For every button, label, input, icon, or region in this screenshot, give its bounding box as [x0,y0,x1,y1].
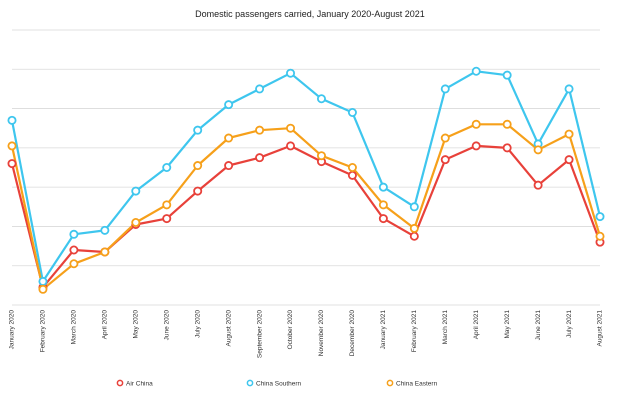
series-lines [10,70,602,291]
data-point [100,247,110,257]
data-point [69,245,79,255]
data-point [564,129,574,139]
data-point [409,231,419,241]
x-tick-label: May 2021 [504,310,511,339]
x-tick-label: December 2020 [349,310,356,357]
data-point [595,212,605,222]
data-point [564,84,574,94]
data-point [286,123,296,133]
data-point [347,108,357,118]
data-point [502,70,512,80]
data-point [224,161,234,171]
data-point [100,225,110,235]
x-tick-label: August 2021 [597,310,604,347]
data-point [38,276,48,286]
data-point [471,141,481,151]
x-tick-label: September 2020 [256,310,263,358]
legend-marker [246,379,254,387]
data-point [440,133,450,143]
chart-title: Domestic passengers carried, January 202… [195,9,425,19]
data-point [471,119,481,129]
x-tick-label: March 2020 [71,310,78,345]
data-point [440,155,450,165]
data-point [224,100,234,110]
legend-marker [386,379,394,387]
x-tick-labels: January 2020 February 2020 March 2020 April… [9,310,604,358]
x-tick-label: January 2021 [380,310,387,350]
data-point [193,125,203,135]
data-point [533,145,543,155]
x-tick-label: July 2021 [566,310,573,338]
data-point [162,214,172,224]
x-tick-label: February 2020 [40,310,47,353]
data-point [7,115,17,125]
data-point [595,231,605,241]
series-line-2 [10,123,602,291]
data-point [193,161,203,171]
x-tick-label: June 2020 [163,310,170,341]
data-point [378,200,388,210]
x-tick-label: March 2021 [442,310,449,345]
data-point [224,133,234,143]
data-point [316,94,326,104]
data-point [347,162,357,172]
data-point [7,141,17,151]
data-point [255,125,265,135]
x-tick-label: August 2020 [225,310,232,347]
data-point [286,141,296,151]
data-point [471,66,481,76]
data-point [409,223,419,233]
data-point [131,186,141,196]
data-point [38,284,48,294]
data-point [193,186,203,196]
legend-marker [116,379,124,387]
data-point [255,153,265,163]
data-point [255,84,265,94]
x-tick-label: February 2021 [411,310,418,353]
legend-label: Air China [126,380,153,387]
x-tick-label: November 2020 [318,310,325,357]
grid-lines [12,29,600,306]
data-point [286,68,296,78]
legend-label: China Eastern [396,380,438,387]
data-point [378,182,388,192]
data-point [69,229,79,239]
data-point [409,202,419,212]
data-point [347,170,357,180]
data-point [564,155,574,165]
x-tick-label: June 2021 [535,310,542,341]
legend-label: China Southern [256,380,302,387]
x-tick-label: October 2020 [287,310,294,350]
data-point [162,200,172,210]
x-tick-label: January 2020 [9,310,16,350]
x-tick-label: May 2020 [133,310,140,339]
data-point [316,151,326,161]
series-line-1 [10,70,602,283]
legend: Air China China Southern China Eastern [116,379,438,387]
data-point [131,217,141,227]
data-point [378,214,388,224]
x-tick-label: April 2021 [473,310,480,340]
data-point [440,84,450,94]
series-points [7,66,605,294]
data-point [162,162,172,172]
data-point [533,180,543,190]
data-point [7,159,17,169]
data-point [502,143,512,153]
x-tick-label: April 2020 [102,310,109,340]
x-tick-label: July 2020 [194,310,201,338]
data-point [502,119,512,129]
data-point [69,259,79,269]
